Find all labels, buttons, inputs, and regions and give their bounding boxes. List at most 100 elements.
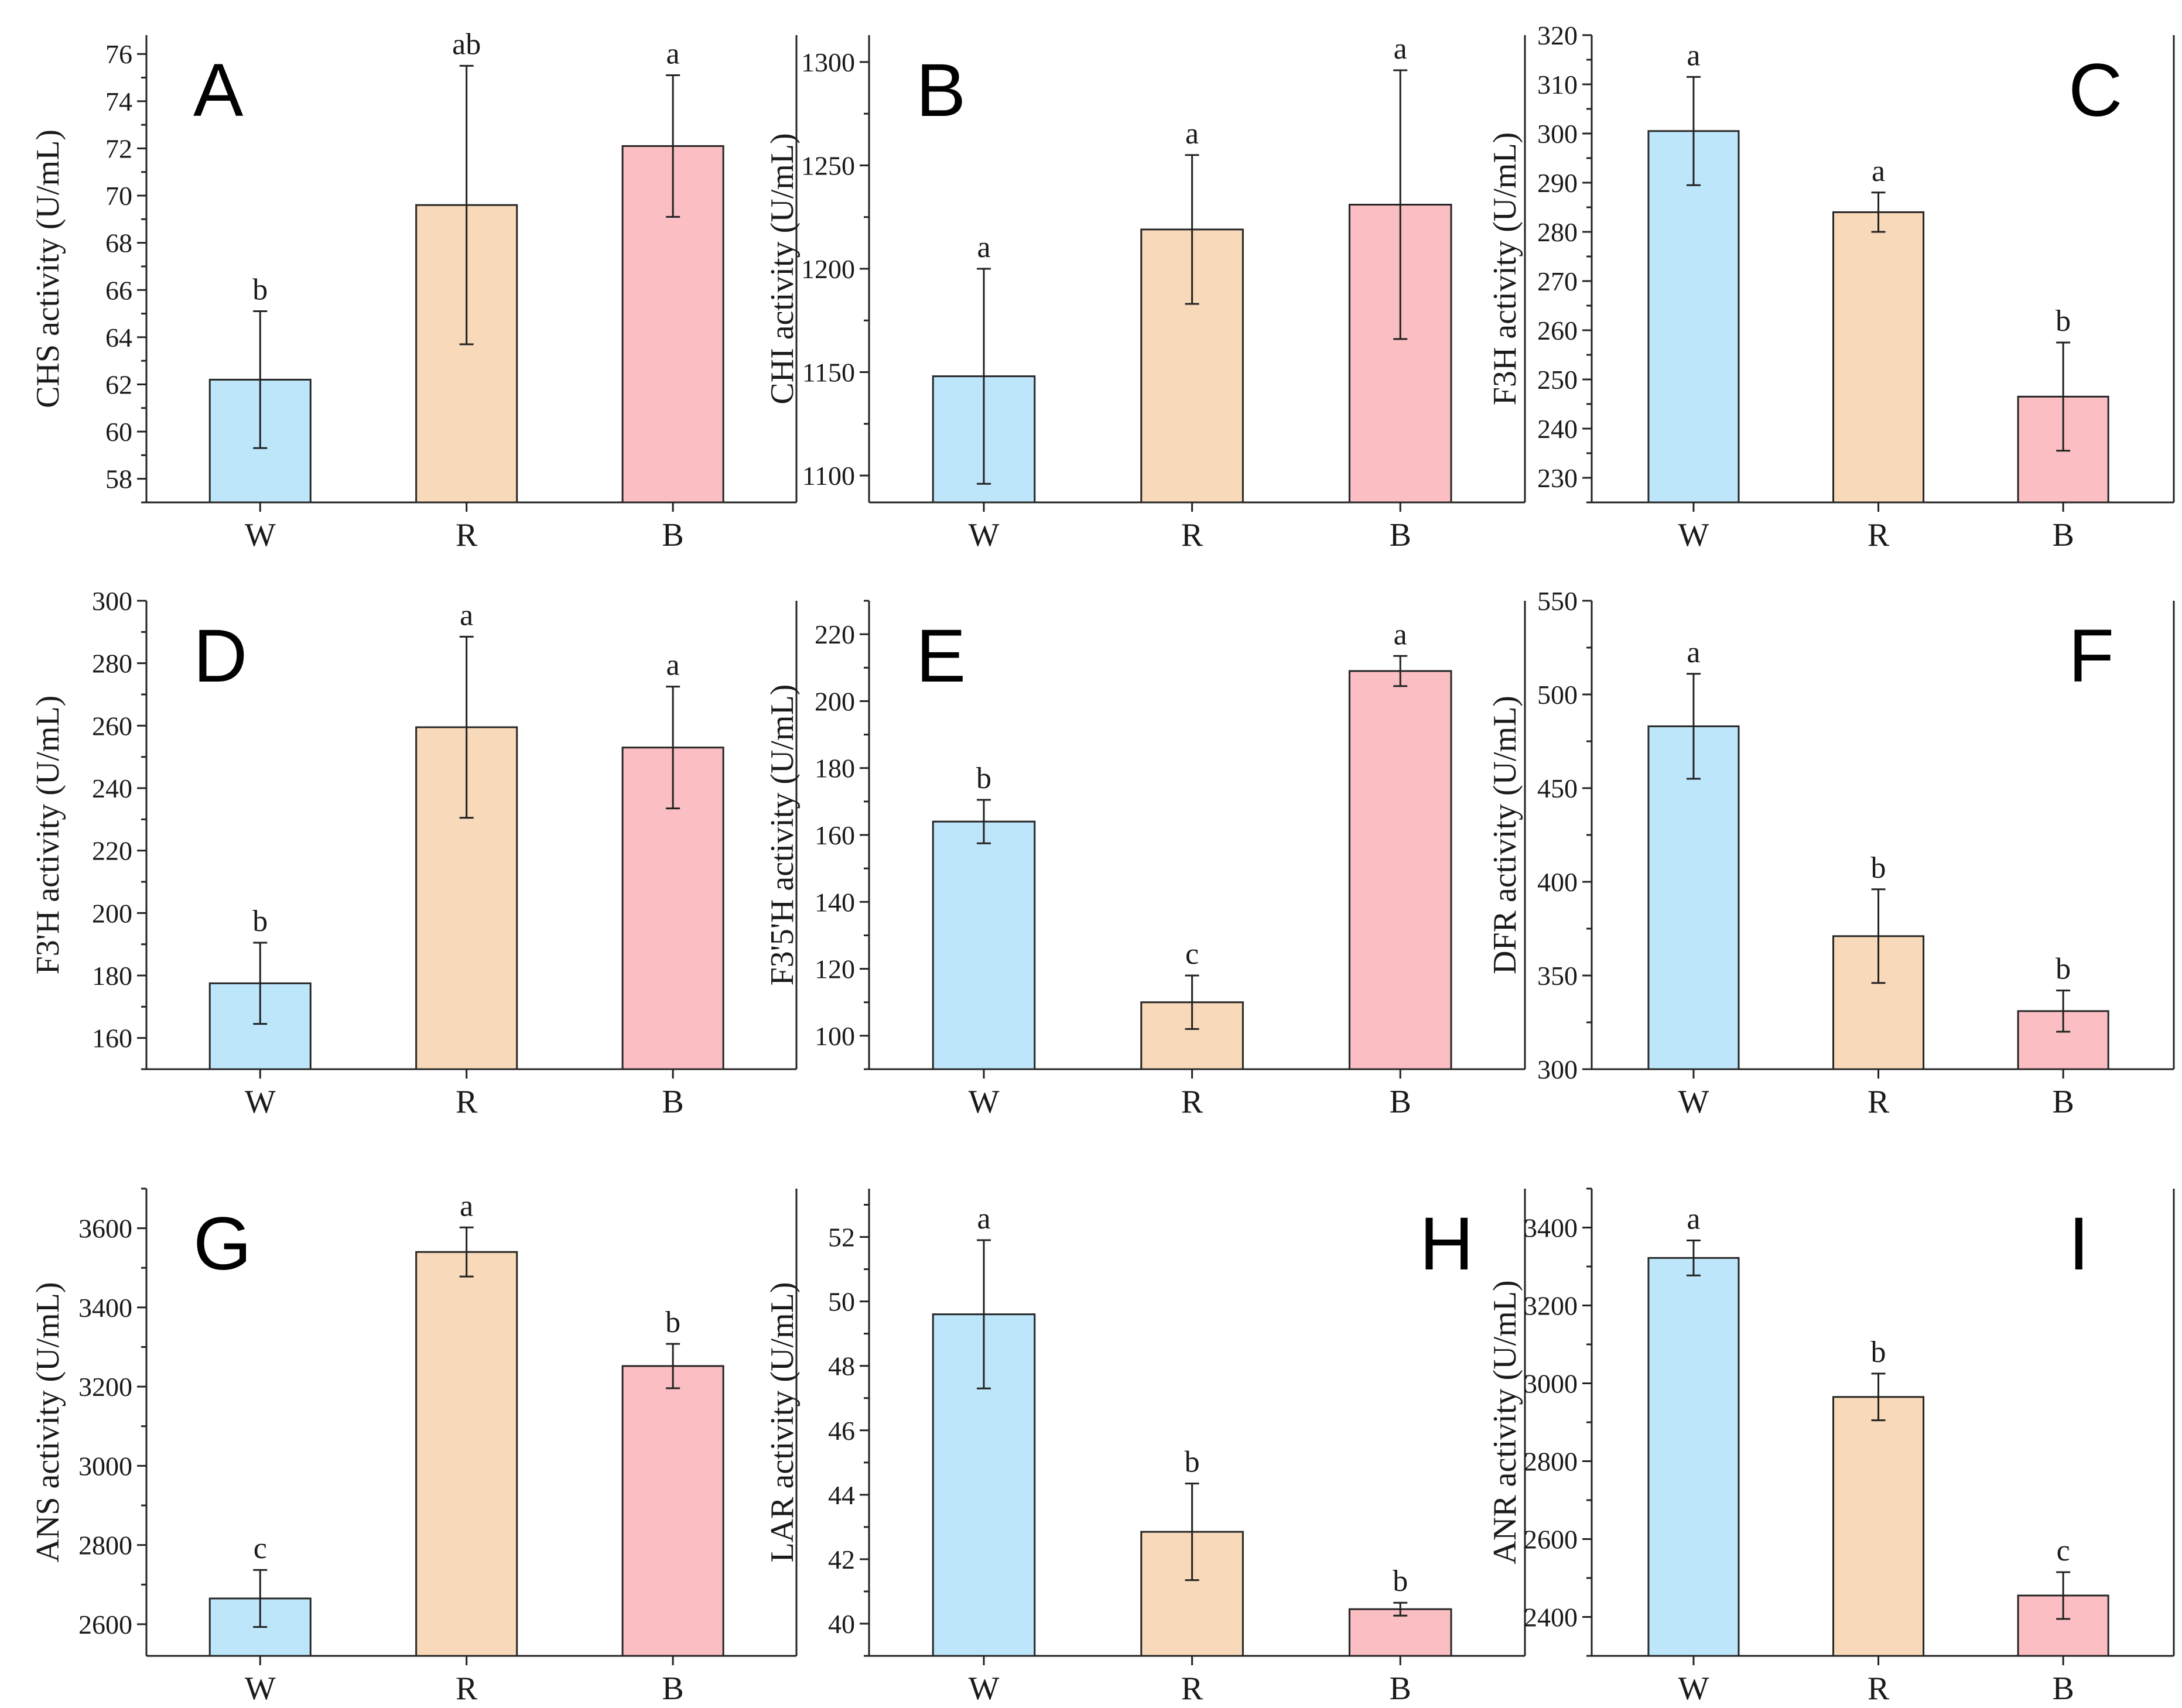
bar-b xyxy=(621,1365,724,1657)
y-axis-title: F3H activity (U/mL) xyxy=(1487,132,1523,406)
x-tick-label: W xyxy=(245,1084,276,1120)
y-tick-label: 350 xyxy=(1537,961,1578,991)
y-tick-label: 290 xyxy=(1537,168,1578,198)
y-tick-label: 1250 xyxy=(801,150,855,180)
panel-i: 2400 2600 2800 3000 3200 3400 a Wb Rc B ANR activi… xyxy=(1487,1187,2175,1707)
y-tick-label: 160 xyxy=(92,1024,132,1053)
y-tick-label: 44 xyxy=(828,1480,855,1510)
significance-label: a xyxy=(1185,117,1199,150)
x-tick-label: R xyxy=(456,517,478,553)
x-tick-label: R xyxy=(1181,1671,1203,1707)
bar-w xyxy=(1647,130,1740,504)
significance-label: b xyxy=(2056,304,2071,338)
y-tick-label: 220 xyxy=(92,836,132,866)
panel-h: 40 42 44 46 48 50 52 a Wb Rb B LAR activity (U/mL) H xyxy=(764,1189,1526,1707)
y-tick-label: 46 xyxy=(828,1416,855,1446)
x-tick-label: B xyxy=(2052,1671,2074,1707)
y-axis-title: ANS activity (U/mL) xyxy=(30,1282,66,1562)
significance-label: a xyxy=(1687,1202,1700,1235)
panel-letter: B xyxy=(916,49,966,132)
y-tick-label: 52 xyxy=(828,1223,855,1252)
panel-letter: A xyxy=(193,49,244,132)
bar-b xyxy=(621,747,724,1070)
y-tick-label: 550 xyxy=(1537,586,1578,616)
y-tick-label: 60 xyxy=(105,417,132,447)
y-tick-label: 300 xyxy=(92,586,132,616)
y-tick-label: 76 xyxy=(105,39,132,69)
significance-label: a xyxy=(1394,32,1407,66)
significance-label: c xyxy=(254,1532,267,1565)
y-axis-title: LAR activity (U/mL) xyxy=(764,1282,801,1562)
y-tick-label: 100 xyxy=(815,1021,855,1051)
x-tick-label: R xyxy=(1868,1671,1890,1707)
significance-label: c xyxy=(2057,1534,2070,1567)
y-tick-label: 3000 xyxy=(1524,1369,1578,1399)
y-tick-label: 48 xyxy=(828,1351,855,1381)
y-tick-label: 66 xyxy=(105,275,132,305)
significance-label: b xyxy=(1871,1336,1886,1369)
bar-r xyxy=(1832,1396,1925,1657)
y-tick-label: 3000 xyxy=(78,1451,132,1481)
significance-label: a xyxy=(977,1202,990,1235)
y-tick-label: 200 xyxy=(815,686,855,716)
y-tick-label: 2600 xyxy=(78,1610,132,1639)
significance-label: a xyxy=(666,37,680,71)
y-tick-label: 64 xyxy=(105,323,132,352)
y-tick-label: 70 xyxy=(105,181,132,211)
y-tick-label: 74 xyxy=(105,87,132,117)
x-tick-label: R xyxy=(1868,1084,1890,1120)
y-tick-label: 260 xyxy=(1537,316,1578,345)
y-tick-label: 180 xyxy=(92,961,132,991)
y-tick-label: 40 xyxy=(828,1609,855,1639)
y-axis-title: ANR activity (U/mL) xyxy=(1487,1280,1523,1564)
y-tick-label: 250 xyxy=(1537,365,1578,395)
y-tick-label: 3400 xyxy=(1524,1213,1578,1243)
x-tick-label: W xyxy=(969,517,1000,553)
significance-label: c xyxy=(1185,937,1199,971)
bar-w xyxy=(932,820,1036,1070)
y-tick-label: 2400 xyxy=(1524,1603,1578,1632)
y-axis-title: CHI activity (U/mL) xyxy=(764,133,801,404)
panel-c: 230 240 250 260 270 280 290 300 310 320 a Wa Rb B F3H … xyxy=(1487,20,2175,553)
significance-label: b xyxy=(665,1306,680,1339)
panel-f: 300 350 400 450 500 550 a Wb Rb B DFR activity (U/… xyxy=(1487,586,2175,1120)
x-tick-label: R xyxy=(456,1671,478,1707)
y-tick-label: 300 xyxy=(1537,1055,1578,1084)
bar-w xyxy=(1647,1257,1740,1657)
y-tick-label: 62 xyxy=(105,369,132,399)
x-tick-label: W xyxy=(245,517,276,553)
x-tick-label: B xyxy=(662,1671,683,1707)
panel-letter: H xyxy=(1420,1202,1473,1286)
y-tick-label: 2800 xyxy=(1524,1447,1578,1477)
y-tick-label: 180 xyxy=(815,754,855,783)
y-axis-title: CHS activity (U/mL) xyxy=(30,129,66,408)
significance-label: ab xyxy=(452,28,481,61)
y-tick-label: 260 xyxy=(92,711,132,741)
significance-label: b xyxy=(1393,1565,1408,1598)
y-tick-label: 68 xyxy=(105,228,132,258)
y-tick-label: 240 xyxy=(1537,414,1578,444)
y-tick-label: 200 xyxy=(92,898,132,928)
x-tick-label: B xyxy=(662,517,683,553)
y-axis-title: F3'5'H activity (U/mL) xyxy=(764,684,801,986)
bar-r xyxy=(415,1251,518,1657)
y-tick-label: 1100 xyxy=(802,461,855,491)
y-axis-title: DFR activity (U/mL) xyxy=(1487,696,1523,974)
x-tick-label: B xyxy=(662,1084,683,1120)
y-tick-label: 3200 xyxy=(1524,1291,1578,1321)
y-tick-label: 320 xyxy=(1537,20,1578,50)
y-tick-label: 280 xyxy=(1537,217,1578,247)
y-tick-label: 270 xyxy=(1537,266,1578,296)
y-tick-label: 120 xyxy=(815,954,855,984)
significance-label: a xyxy=(460,598,473,632)
y-tick-label: 220 xyxy=(815,619,855,649)
y-tick-label: 450 xyxy=(1537,773,1578,803)
significance-label: b xyxy=(1871,851,1886,885)
y-tick-label: 3400 xyxy=(78,1293,132,1323)
y-tick-label: 42 xyxy=(828,1545,855,1574)
y-tick-label: 1150 xyxy=(802,358,855,388)
y-tick-label: 310 xyxy=(1537,70,1578,100)
significance-label: b xyxy=(252,273,268,307)
significance-label: b xyxy=(2056,953,2071,986)
